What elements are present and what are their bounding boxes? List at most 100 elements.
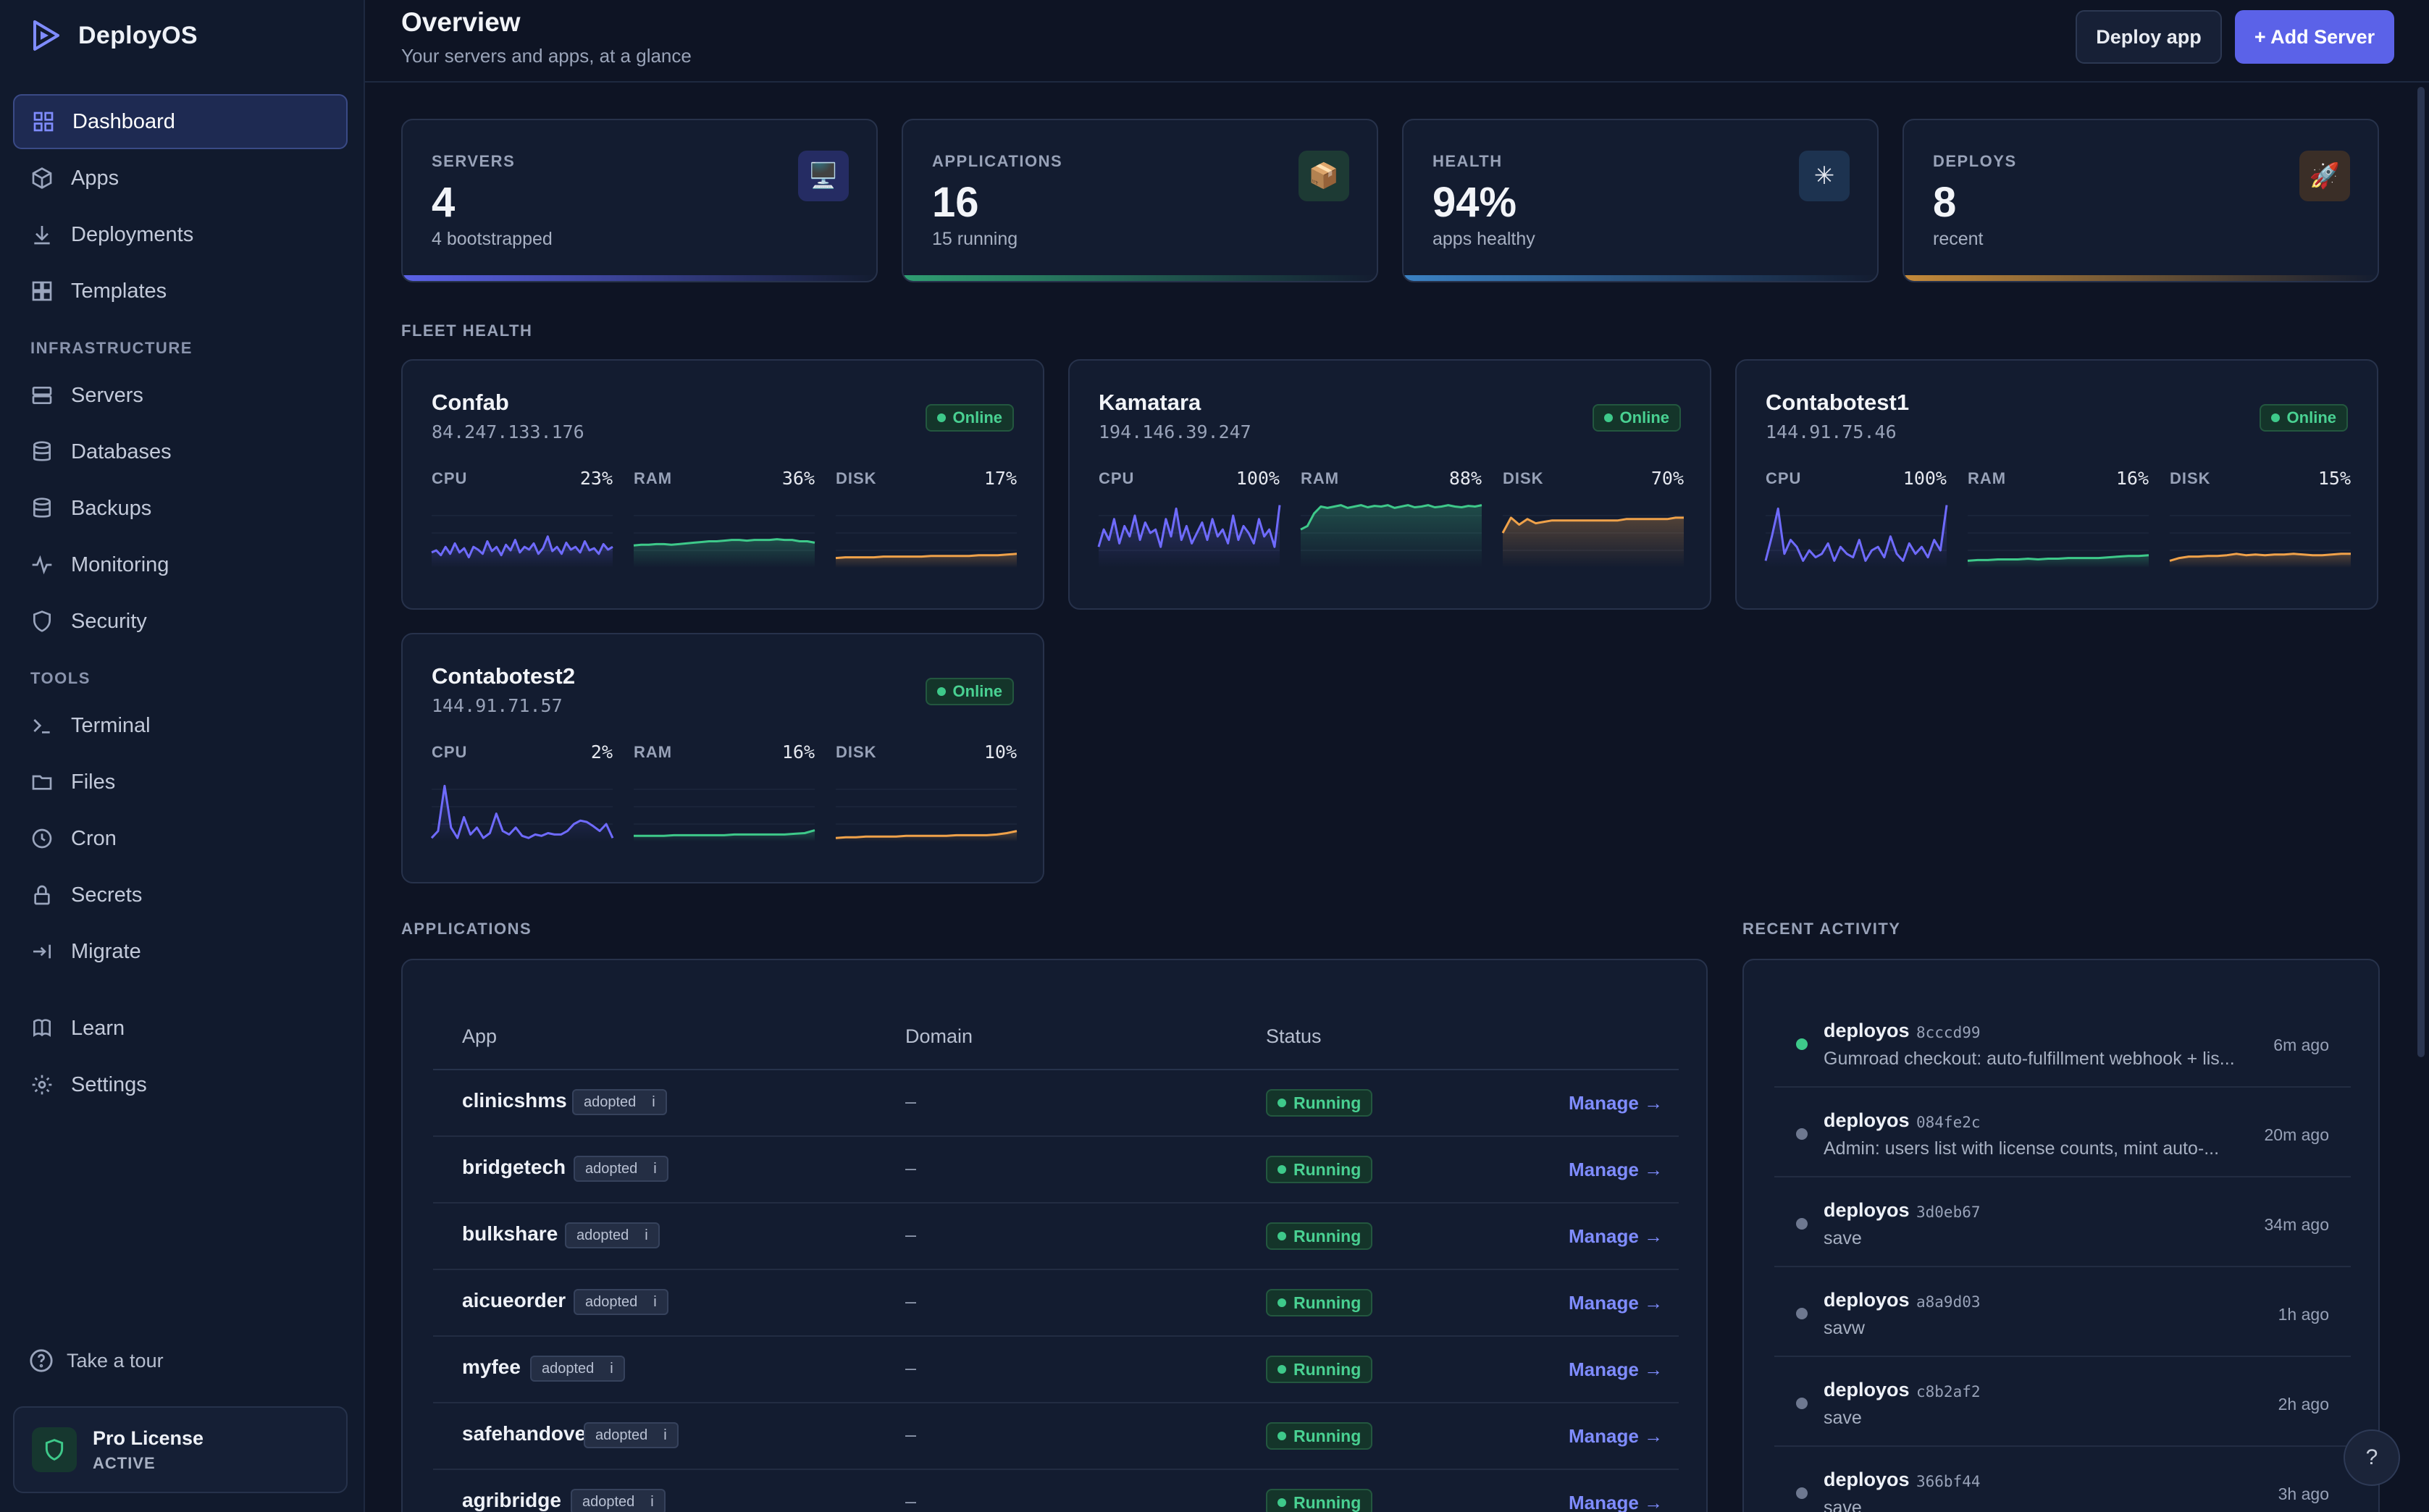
sidebar-item-terminal[interactable]: Terminal <box>13 698 348 753</box>
table-row[interactable]: bulkshare adopted i – Running Manage → <box>433 1204 1679 1270</box>
manage-link[interactable]: Manage → <box>1569 1358 1664 1380</box>
activity-item[interactable]: deployos 8cccd99 Gumroad checkout: auto-fu… <box>1774 998 2351 1088</box>
manage-link[interactable]: Manage → <box>1569 1492 1664 1512</box>
commit-hash[interactable]: c8b2af2 <box>1916 1383 1981 1400</box>
activity-item[interactable]: deployos a8a9d03 savw 1h ago <box>1774 1267 2351 1357</box>
metric-value: 100% <box>1236 468 1280 489</box>
manage-link[interactable]: Manage → <box>1569 1159 1664 1180</box>
metric-label: CPU <box>432 743 468 761</box>
adopted-badge[interactable]: adopted i <box>574 1156 668 1182</box>
sidebar-item-monitoring[interactable]: Monitoring <box>13 537 348 592</box>
commit-hash[interactable]: 084fe2c <box>1916 1114 1981 1131</box>
sidebar-item-learn[interactable]: Learn <box>13 1001 348 1056</box>
sidebar-item-settings[interactable]: Settings <box>13 1057 348 1112</box>
activity-user: deployos <box>1824 1469 1910 1490</box>
adopted-badge[interactable]: adopted i <box>530 1356 625 1382</box>
manage-link[interactable]: Manage → <box>1569 1092 1664 1114</box>
commit-hash[interactable]: a8a9d03 <box>1916 1293 1981 1311</box>
add-server-button[interactable]: + Add Server <box>2235 10 2394 64</box>
sparkline-line <box>1097 505 1281 548</box>
activity-item[interactable]: deployos c8b2af2 save 2h ago <box>1774 1357 2351 1447</box>
table-row[interactable]: clinicshms adopted i – Running Manage → <box>433 1070 1679 1137</box>
info-icon[interactable]: i <box>653 1293 657 1310</box>
brand[interactable]: DeployOS <box>29 17 198 54</box>
manage-link[interactable]: Manage → <box>1569 1292 1664 1314</box>
server-card-contabotest1[interactable]: Contabotest1 144.91.75.46 Online CPU 100% RAM… <box>1735 359 2378 610</box>
info-icon[interactable]: i <box>645 1227 648 1243</box>
activity-dot <box>1796 1038 1808 1050</box>
metric-ram: RAM 16% <box>634 742 815 852</box>
manage-link[interactable]: Manage → <box>1569 1225 1664 1247</box>
server-card-kamatara[interactable]: Kamatara 194.146.39.247 Online CPU 100% RAM 88… <box>1068 359 1711 610</box>
license-card[interactable]: Pro License ACTIVE <box>13 1406 348 1493</box>
status-label: Online <box>952 408 1002 427</box>
stat-icon: 🚀 <box>2299 151 2350 201</box>
activity-time: 20m ago <box>2264 1125 2329 1144</box>
table-row[interactable]: bridgetech adopted i – Running Manage → <box>433 1137 1679 1204</box>
sidebar-item-cron[interactable]: Cron <box>13 811 348 866</box>
info-icon[interactable]: i <box>610 1360 613 1377</box>
activity-dot <box>1796 1218 1808 1230</box>
sidebar-item-files[interactable]: Files <box>13 755 348 810</box>
info-icon[interactable]: i <box>650 1493 654 1510</box>
sidebar-item-label: Security <box>71 609 147 633</box>
info-icon[interactable]: i <box>653 1160 657 1177</box>
table-row[interactable]: myfee adopted i – Running Manage → <box>433 1337 1679 1403</box>
sidebar-item-secrets[interactable]: Secrets <box>13 868 348 923</box>
adopted-badge[interactable]: adopted i <box>572 1089 667 1115</box>
info-icon[interactable]: i <box>663 1427 667 1443</box>
take-a-tour-label: Take a tour <box>67 1349 164 1372</box>
adopted-label: adopted <box>576 1227 629 1243</box>
manage-link[interactable]: Manage → <box>1569 1425 1664 1447</box>
server-card-contabotest2[interactable]: Contabotest2 144.91.71.57 Online CPU 2% RAM 16… <box>401 633 1044 883</box>
sidebar-item-databases[interactable]: Databases <box>13 424 348 479</box>
sidebar-item-servers[interactable]: Servers <box>13 368 348 423</box>
metric-disk: DISK 70% <box>1501 468 1684 578</box>
sidebar-item-templates[interactable]: Templates <box>13 264 348 319</box>
deploy-app-button[interactable]: Deploy app <box>2076 10 2222 64</box>
commit-hash[interactable]: 8cccd99 <box>1916 1024 1981 1041</box>
status-label: Running <box>1293 1426 1362 1445</box>
stat-card-deploys[interactable]: DEPLOYS 8 recent 🚀 <box>1902 119 2379 282</box>
adopted-badge[interactable]: adopted i <box>565 1222 660 1248</box>
sidebar-item-backups[interactable]: Backups <box>13 481 348 536</box>
gear-icon <box>29 1072 55 1098</box>
adopted-badge[interactable]: adopted i <box>571 1489 666 1512</box>
stat-card-health[interactable]: HEALTH 94% apps healthy ✳ <box>1402 119 1879 282</box>
metric-label: CPU <box>1766 469 1802 487</box>
stat-card-servers[interactable]: SERVERS 4 4 bootstrapped 🖥️ <box>401 119 878 282</box>
stat-card-applications[interactable]: APPLICATIONS 16 15 running 📦 <box>902 119 1378 282</box>
activity-item[interactable]: deployos 3d0eb67 save 34m ago <box>1774 1177 2351 1267</box>
sidebar-item-security[interactable]: Security <box>13 594 348 649</box>
commit-hash[interactable]: 366bf44 <box>1916 1473 1981 1490</box>
sidebar-item-dashboard[interactable]: Dashboard <box>13 94 348 149</box>
server-card-confab[interactable]: Confab 84.247.133.176 Online CPU 23% RAM 36% DI… <box>401 359 1044 610</box>
sidebar-item-migrate[interactable]: Migrate <box>13 924 348 979</box>
activity-user: deployos <box>1824 1289 1910 1311</box>
page-scrollbar[interactable] <box>2417 87 2425 1057</box>
adopted-badge[interactable]: adopted i <box>584 1422 679 1448</box>
activity-message: Gumroad checkout: auto-fulfillment webho… <box>1824 1049 2235 1069</box>
help-button[interactable]: ? <box>2344 1429 2400 1486</box>
activity-time: 34m ago <box>2264 1215 2329 1234</box>
commit-hash[interactable]: 3d0eb67 <box>1916 1204 1981 1221</box>
activity-item[interactable]: deployos 366bf44 save 3h ago <box>1774 1447 2351 1512</box>
sparkline-area <box>2170 553 2351 568</box>
status-badge: Online <box>1592 404 1681 432</box>
table-row[interactable]: aicueorder adopted i – Running Manage → <box>433 1270 1679 1337</box>
info-icon[interactable]: i <box>652 1093 655 1110</box>
adopted-badge[interactable]: adopted i <box>574 1289 668 1315</box>
sparkline-cpu <box>1097 505 1281 568</box>
sidebar-item-apps[interactable]: Apps <box>13 151 348 206</box>
table-row[interactable]: safehandover adopted i – Running Manage → <box>433 1403 1679 1470</box>
sidebar-item-label: Settings <box>71 1072 147 1096</box>
app-name: clinicshms <box>462 1089 567 1112</box>
sidebar-item-deployments[interactable]: Deployments <box>13 207 348 262</box>
take-a-tour-link[interactable]: Take a tour <box>29 1348 164 1373</box>
stat-accent-bar <box>903 275 1377 281</box>
stat-subtext: 15 running <box>932 229 1018 249</box>
app-name: aicueorder <box>462 1289 566 1311</box>
nav-section-tools: TOOLS <box>30 669 91 687</box>
activity-item[interactable]: deployos 084fe2c Admin: users list with li… <box>1774 1088 2351 1177</box>
table-row[interactable]: agribridge adopted i – Running Manage → <box>433 1470 1679 1512</box>
